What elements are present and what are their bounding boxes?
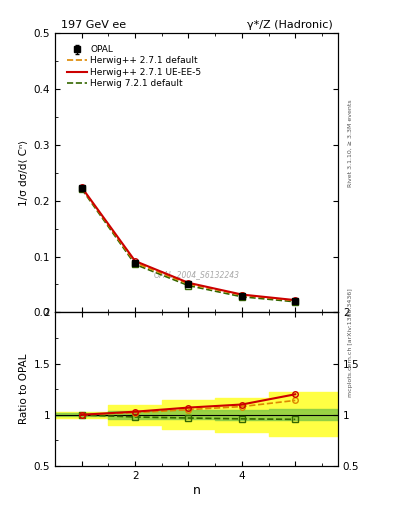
Herwig++ 2.7.1 UE-EE-5 <box>133 258 138 264</box>
Text: 197 GeV ee: 197 GeV ee <box>61 20 126 31</box>
Herwig++ 2.7.1 UE-EE-5 <box>79 184 84 190</box>
Y-axis label: 1/σ dσ/d⟨ Cⁿ⟩: 1/σ dσ/d⟨ Cⁿ⟩ <box>20 140 29 206</box>
Text: mcplots.cern.ch [arXiv:1306.3436]: mcplots.cern.ch [arXiv:1306.3436] <box>348 289 353 397</box>
Herwig 7.2.1 default <box>133 261 138 267</box>
Text: γ*/Z (Hadronic): γ*/Z (Hadronic) <box>246 20 332 31</box>
Herwig++ 2.7.1 default <box>239 292 244 298</box>
Herwig 7.2.1 default <box>79 186 84 192</box>
Line: Herwig++ 2.7.1 UE-EE-5: Herwig++ 2.7.1 UE-EE-5 <box>82 187 295 300</box>
Line: Herwig++ 2.7.1 default: Herwig++ 2.7.1 default <box>82 188 295 301</box>
Herwig++ 2.7.1 UE-EE-5 <box>186 280 191 286</box>
Herwig++ 2.7.1 default <box>293 297 298 304</box>
Y-axis label: Ratio to OPAL: Ratio to OPAL <box>19 354 29 424</box>
Text: OPAL_2004_S6132243: OPAL_2004_S6132243 <box>154 270 239 279</box>
X-axis label: n: n <box>193 483 200 497</box>
Herwig 7.2.1 default <box>293 298 298 305</box>
Herwig 7.2.1 default <box>186 283 191 289</box>
Herwig 7.2.1 default <box>239 294 244 300</box>
Line: Herwig 7.2.1 default: Herwig 7.2.1 default <box>82 189 295 302</box>
Herwig++ 2.7.1 default <box>79 185 84 191</box>
Text: Rivet 3.1.10, ≥ 3.3M events: Rivet 3.1.10, ≥ 3.3M events <box>348 99 353 187</box>
Legend: OPAL, Herwig++ 2.7.1 default, Herwig++ 2.7.1 UE-EE-5, Herwig 7.2.1 default: OPAL, Herwig++ 2.7.1 default, Herwig++ 2… <box>65 44 204 90</box>
Herwig++ 2.7.1 default <box>133 260 138 266</box>
Herwig++ 2.7.1 UE-EE-5 <box>293 297 298 303</box>
Herwig++ 2.7.1 UE-EE-5 <box>239 291 244 297</box>
Herwig++ 2.7.1 default <box>186 281 191 287</box>
